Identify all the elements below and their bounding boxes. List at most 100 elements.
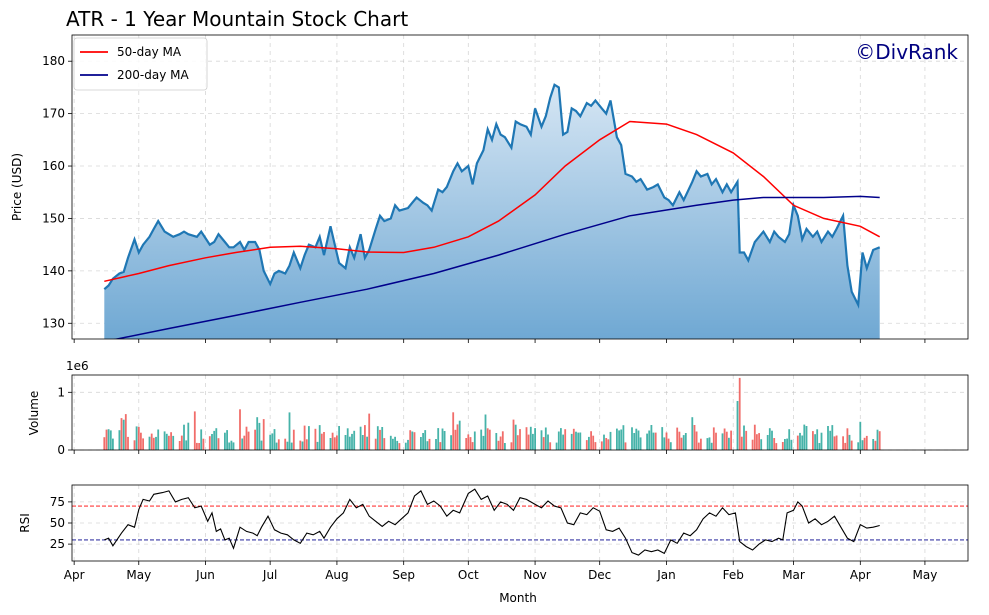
price-y-label: Price (USD) [10, 153, 24, 221]
volume-bar [112, 438, 114, 450]
x-tick-label: Aug [325, 568, 348, 582]
volume-bar [435, 439, 437, 450]
volume-bar [208, 436, 211, 450]
volume-bar [292, 429, 295, 450]
volume-bar [532, 433, 534, 450]
volume-bar [239, 409, 241, 450]
volume-bar [665, 432, 668, 450]
volume-bar [527, 434, 530, 450]
x-tick-label: Jun [195, 568, 215, 582]
volume-bar [663, 437, 666, 450]
volume-bar [639, 437, 642, 450]
volume-bar [480, 429, 483, 450]
volume-bar [848, 434, 851, 450]
volume-bar [211, 434, 213, 450]
volume-bar [243, 435, 246, 450]
x-tick-label: Nov [523, 568, 546, 582]
volume-bar [865, 435, 868, 450]
volume-bar [730, 430, 732, 450]
x-tick-label: Jan [656, 568, 676, 582]
x-axis-label: Month [499, 591, 537, 605]
volume-frame [71, 374, 969, 451]
volume-bar [465, 438, 468, 450]
volume-bar [368, 413, 371, 450]
volume-bar [844, 442, 847, 450]
volume-bar [443, 431, 446, 450]
volume-panel: 01 1e6 Volume [27, 359, 969, 457]
price-line [103, 83, 881, 309]
volume-bar [157, 429, 160, 450]
volume-bar [273, 429, 276, 450]
y-tick-label: 50 [50, 516, 65, 530]
volume-bar [148, 436, 151, 450]
volume-bar [254, 429, 256, 450]
volume-bar [224, 432, 226, 450]
volume-bar [366, 436, 368, 450]
volume-bar [829, 430, 832, 450]
volume-bar [495, 433, 498, 450]
y-tick-label: 130 [42, 316, 65, 330]
volume-bar [323, 432, 325, 450]
volume-bar [585, 440, 588, 450]
volume-bar [260, 440, 263, 450]
volume-bar [230, 440, 233, 450]
volume-bar [590, 431, 592, 450]
volume-bar [344, 435, 347, 450]
volume-bar [122, 419, 125, 450]
volume-bar [756, 434, 758, 450]
volume-bar [691, 417, 694, 450]
x-tick-label: Feb [723, 568, 744, 582]
volume-bar [383, 438, 386, 450]
volume-bar [308, 426, 310, 450]
volume-bar [389, 435, 392, 450]
volume-bar [320, 433, 323, 450]
volume-bar [861, 440, 864, 450]
x-tick-label: Mar [782, 568, 805, 582]
volume-offset-label: 1e6 [66, 359, 89, 373]
y-tick-label: 25 [50, 537, 65, 551]
volume-bar [728, 437, 730, 450]
price-frame [71, 34, 969, 340]
volume-bar [288, 412, 291, 450]
volume-bar [846, 428, 849, 450]
volume-y-ticks: 01 [57, 385, 72, 457]
volume-bar [351, 433, 353, 450]
price-y-ticks: 130 140 150 160 170 180 [42, 54, 72, 330]
volume-bar [633, 433, 636, 450]
volume-bar [669, 442, 672, 450]
volume-bar [801, 435, 804, 450]
volume-bar [827, 426, 829, 450]
volume-bar [624, 442, 627, 450]
volume-bar [262, 419, 265, 450]
volume-bar [454, 429, 457, 450]
volume-bar [331, 432, 334, 450]
volume-bar [183, 424, 185, 450]
volume-bar [150, 433, 153, 450]
volume-bar [600, 441, 603, 450]
volume-bar [303, 425, 306, 450]
volume-bar [542, 437, 545, 450]
volume-bar [361, 435, 364, 450]
volume-bar [348, 436, 351, 450]
volume-bar [441, 428, 444, 450]
chart-title: ATR - 1 Year Mountain Stock Chart [66, 7, 408, 31]
volume-bar [820, 432, 823, 450]
y-tick-label: 75 [50, 495, 65, 509]
volume-bar [592, 435, 595, 450]
volume-bar [200, 429, 203, 450]
volume-bar [290, 442, 293, 450]
volume-bar [736, 401, 739, 450]
volume-bar [620, 429, 623, 450]
volume-bar [109, 430, 112, 450]
volume-bar [874, 440, 877, 450]
volume-bar [333, 437, 336, 450]
volume-bar [667, 438, 670, 450]
volume-bar [245, 426, 248, 450]
volume-bar [336, 435, 338, 450]
x-tick-label: Sep [392, 568, 415, 582]
volume-bar [796, 435, 799, 450]
volume-bar [140, 432, 142, 450]
volume-bar [771, 430, 773, 450]
volume-bar [258, 422, 261, 450]
volume-bar [682, 435, 685, 450]
